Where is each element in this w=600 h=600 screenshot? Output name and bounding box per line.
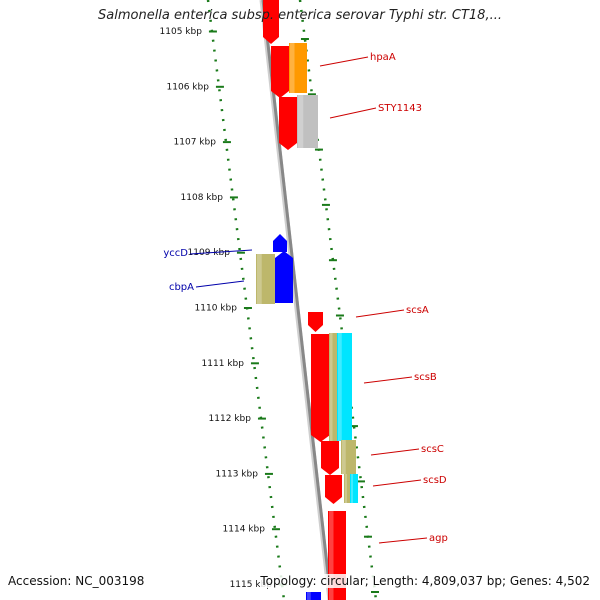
gene-label-scsd: scsD	[423, 475, 447, 486]
gene-STY1143	[297, 95, 318, 148]
gene-scsB-khaki-shine	[330, 333, 333, 441]
accession-text: Accession: NC_003198	[8, 574, 145, 588]
scale-label: 1107 kbp	[174, 138, 217, 148]
scale-label: 1114 kbp	[223, 525, 266, 535]
topology-summary: Topology: circular; Length: 4,809,037 bp…	[260, 574, 590, 588]
gene-label-sty1143: STY1143	[378, 103, 422, 114]
right-dotted-track	[298, 0, 378, 600]
gene-scsD-cyan	[350, 474, 358, 503]
genome-backbone-core	[261, 0, 333, 600]
gene-label-leader-sty1143	[329, 107, 377, 119]
gene-label-yccd: yccD	[163, 248, 188, 259]
gene-scsA	[308, 312, 323, 332]
gene-label-leader-yccd	[189, 249, 253, 255]
scale-label: 1108 kbp	[181, 193, 224, 203]
scale-label: 1106 kbp	[167, 82, 210, 92]
gene-label-scsa: scsA	[406, 305, 429, 316]
gene-label-hpaa: hpaA	[370, 52, 396, 63]
gene-hpaA	[289, 43, 307, 93]
gene-scsC-khaki	[341, 440, 356, 474]
gene-label-leader-scsa	[355, 309, 405, 318]
scale-label: 1115 kbp	[230, 580, 273, 590]
gene-label-leader-scsb	[363, 376, 413, 384]
gene-scsC	[321, 441, 339, 475]
scale-label: 1112 kbp	[209, 414, 252, 424]
gene-scsB-cyan	[337, 333, 352, 441]
gene-hpaA-shine	[290, 43, 295, 93]
scale-label: 1113 kbp	[216, 469, 259, 479]
scale-label: 1111 kbp	[202, 359, 245, 369]
gene-blue-cbpA-adjacent	[275, 251, 293, 303]
gene-STY1143-shine	[298, 95, 304, 148]
gene-agp-shine	[329, 511, 334, 600]
gene-scsD-khaki-shine	[345, 474, 347, 503]
gene-label-leader-agp	[378, 537, 428, 544]
gene-label-scsb: scsB	[414, 372, 437, 383]
gene-scsC-khaki-shine	[342, 440, 346, 474]
gene-scsD-red	[325, 475, 342, 504]
gene-blue-bottom	[306, 592, 321, 600]
gene-blue-bottom-shine	[307, 592, 311, 600]
gene-label-agp: agp	[429, 533, 448, 544]
gene-label-scsc: scsC	[421, 444, 444, 455]
left-dotted-track	[206, 0, 286, 600]
gene-label-leader-hpaa	[319, 56, 369, 67]
gene-scsD-cyan-shine	[351, 474, 353, 503]
gene-label-leader-scsc	[370, 448, 420, 456]
gene-scsB	[311, 334, 330, 442]
gene-red-hpaA-adjacent	[271, 46, 289, 98]
gene-cbpA	[256, 254, 275, 304]
gene-scsB-khaki	[329, 333, 339, 441]
gene-scsB-cyan-shine	[338, 333, 342, 441]
scale-label: 1105 kbp	[160, 27, 203, 37]
genome-title: Salmonella enterica subsp. enterica sero…	[98, 8, 502, 23]
gene-red-top	[263, 0, 279, 44]
gene-label-cbpa: cbpA	[169, 282, 194, 293]
gene-yccD	[273, 234, 287, 252]
scale-label: 1110 kbp	[195, 304, 238, 314]
gene-scsD-khaki	[344, 474, 352, 503]
gene-label-leader-cbpa	[195, 280, 245, 288]
gene-cbpA-shine	[257, 254, 262, 304]
gene-label-leader-scsd	[372, 479, 422, 487]
gene-red-sty-adjacent	[279, 97, 297, 150]
